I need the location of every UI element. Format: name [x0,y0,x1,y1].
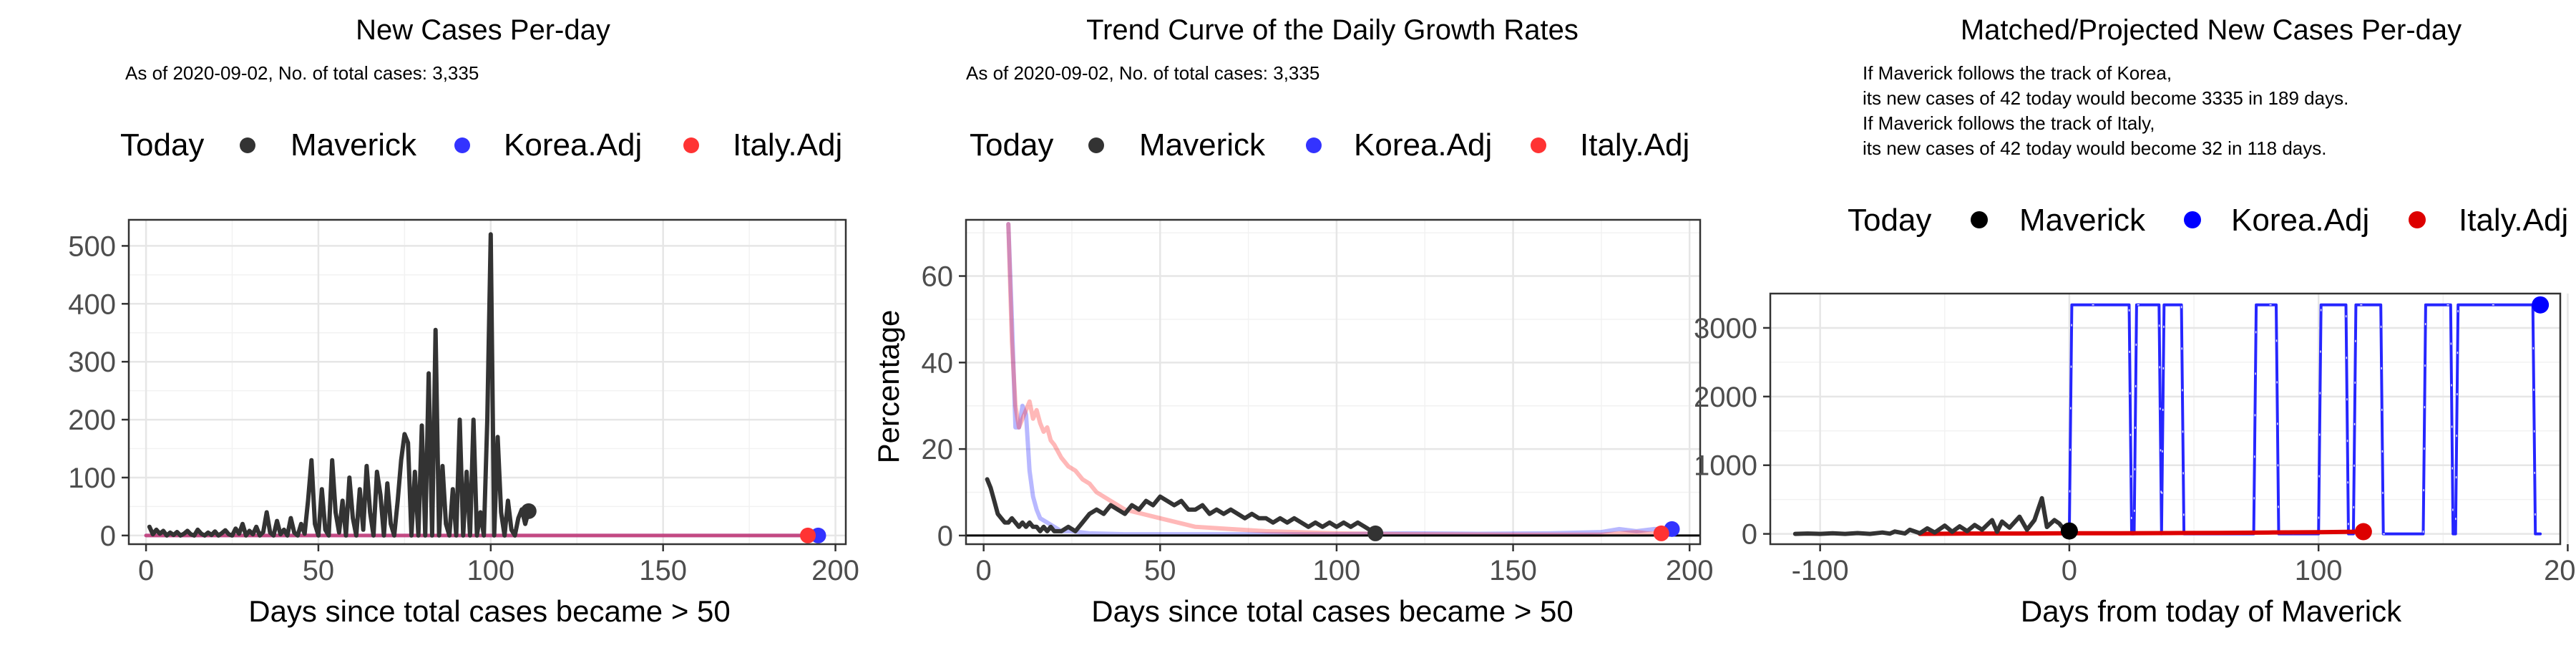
y-tick-label: 3000 [1694,313,1757,344]
y-tick-label: 0 [937,521,953,552]
x-tick-label: 100 [467,555,514,586]
y-tick-label: 0 [100,521,116,552]
legend-marker-korea [454,137,470,153]
today-point-maverick [520,503,537,519]
x-tick-label: 150 [639,555,687,586]
panel-projected: Matched/Projected New Cases Per-day If M… [1694,14,2576,628]
legend-marker-italy [683,137,699,153]
x-axis-label: Days since total cases became > 50 [248,594,731,628]
data-layer [985,222,1674,537]
y-tick-label: 2000 [1694,382,1757,413]
legend-title: Today [120,127,204,163]
projection-note: If Maverick follows the track of Korea, … [1863,62,2348,159]
y-tick-label: 20 [922,434,954,465]
plot-frame [1769,292,2562,546]
series-line-italy [1918,529,2366,536]
legend-marker-maverick [1971,211,1988,228]
plot-background [966,220,1700,544]
note-line: its new cases of 42 today would become 3… [1863,137,2326,159]
y-tick-label: 60 [922,261,954,293]
today-point-maverick [2060,522,2078,540]
y-axis-label: Percentage [872,310,905,464]
legend-label-italy: Italy.Adj [1580,127,1689,163]
plot-frame [965,218,1702,546]
x-tick-label: 0 [138,555,154,586]
legend-label-korea: Korea.Adj [504,127,642,163]
plot-frame [127,218,847,546]
plot-area: 0 50 100 150 200 0 20 40 60 [922,218,1714,586]
series-line-maverick [985,477,1378,536]
x-tick-label: 200 [811,555,859,586]
panel-growth-rates: Trend Curve of the Daily Growth Rates As… [872,14,1714,628]
x-tick-label: 200 [1666,555,1714,586]
data-layer [144,232,820,538]
legend-marker-maverick [1088,137,1104,153]
y-tick-label: 40 [922,347,954,379]
panel-new-cases: New Cases Per-day As of 2020-09-02, No. … [68,14,859,628]
today-point-italy [2354,523,2372,541]
today-point-maverick [1367,525,1384,541]
x-tick-label: 50 [1144,555,1176,586]
y-tick-label: 200 [68,405,116,436]
y-tick-label: 0 [1742,519,1757,551]
chart-title: New Cases Per-day [356,14,610,46]
legend-label-maverick: Maverick [1139,127,1266,163]
legend-title: Today [970,127,1053,163]
legend-marker-italy [2409,211,2426,228]
legend-label-italy: Italy.Adj [2459,203,2568,238]
data-layer [1792,303,2542,536]
y-tick-label: 100 [68,463,116,494]
legend: Today Maverick Korea.Adj Italy.Adj [1848,203,2568,238]
series-line-maverick [1792,495,2072,536]
legend-label-maverick: Maverick [291,127,417,163]
x-axis-label: Days from today of Maverick [2021,594,2402,628]
note-line: If Maverick follows the track of Italy, [1863,112,2155,134]
today-point-italy [800,527,816,543]
legend-label-korea: Korea.Adj [1354,127,1492,163]
x-tick-label: 200 [2544,555,2576,586]
legend-title: Today [1848,203,1931,238]
legend-marker-korea [1306,137,1322,153]
legend: Today Maverick Korea.Adj Italy.Adj [120,127,842,163]
x-tick-label: 100 [2295,555,2343,586]
today-point-italy [1653,525,1669,541]
y-tick-label: 1000 [1694,450,1757,482]
note-line: If Maverick follows the track of Korea, [1863,62,2172,84]
legend-label-italy: Italy.Adj [733,127,842,163]
y-tick-label: 400 [68,289,116,320]
x-axis-label: Days since total cases became > 50 [1091,594,1574,628]
x-tick-label: 100 [1313,555,1361,586]
x-tick-label: -100 [1792,555,1849,586]
series-line-maverick [147,232,531,538]
legend-marker-maverick [240,137,255,153]
x-tick-label: 0 [2062,555,2077,586]
legend-label-korea: Korea.Adj [2231,203,2369,238]
legend-marker-korea [2184,211,2201,228]
chart-subtitle: As of 2020-09-02, No. of total cases: 3,… [966,62,1319,84]
chart-subtitle: As of 2020-09-02, No. of total cases: 3,… [125,62,479,84]
plot-area: 0 50 100 150 200 0 100 200 300 400 500 [68,218,859,586]
chart-title: Matched/Projected New Cases Per-day [1961,14,2462,46]
plot-area: -10001002000100020003000 [1694,292,2576,586]
x-tick-label: 150 [1489,555,1537,586]
x-tick-label: 0 [976,555,992,586]
today-point-korea [2532,296,2550,314]
series-line-italy [1006,222,1664,537]
x-tick-label: 50 [303,555,335,586]
legend-label-maverick: Maverick [2019,203,2146,238]
legend-marker-italy [1531,137,1546,153]
y-tick-label: 300 [68,347,116,378]
plot-background [1770,294,2560,544]
chart-title: Trend Curve of the Daily Growth Rates [1086,14,1579,46]
legend: Today Maverick Korea.Adj Italy.Adj [970,127,1689,163]
note-line: its new cases of 42 today would become 3… [1863,87,2348,109]
y-tick-label: 500 [68,231,116,262]
